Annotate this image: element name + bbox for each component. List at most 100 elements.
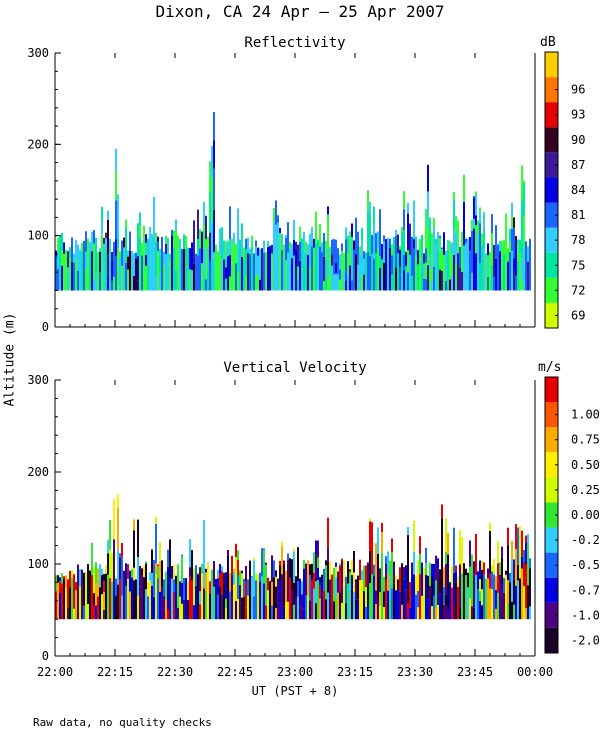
echo-cell <box>517 564 519 581</box>
echo-cell <box>127 269 129 291</box>
echo-cell <box>373 564 375 576</box>
echo-cell <box>207 595 209 620</box>
echo-cell <box>111 280 113 291</box>
echo-cell <box>271 244 273 254</box>
echo-cell <box>173 579 175 592</box>
echo-cell <box>197 209 199 239</box>
echo-cell <box>397 579 399 587</box>
echo-cell <box>71 570 73 578</box>
echo-cell <box>229 239 231 255</box>
echo-cell <box>481 245 483 291</box>
echo-cell <box>513 559 515 580</box>
echo-cell <box>387 240 389 267</box>
echo-cell <box>61 265 63 291</box>
echo-cell <box>357 575 359 600</box>
echo-cell <box>375 549 377 591</box>
echo-cell <box>297 266 299 279</box>
echo-cell <box>151 548 153 550</box>
echo-cell <box>95 273 97 291</box>
echo-cell <box>159 273 161 291</box>
echo-cell <box>241 223 243 239</box>
echo-cell <box>103 581 105 592</box>
echo-cell <box>445 606 447 620</box>
echo-cell <box>155 523 157 564</box>
echo-cell <box>125 262 127 291</box>
echo-cell <box>273 277 275 291</box>
echo-cell <box>399 267 401 291</box>
echo-cell <box>77 564 79 587</box>
colorbar-swatch <box>545 402 558 428</box>
echo-cell <box>175 219 177 230</box>
echo-cell <box>405 589 407 620</box>
echo-cell <box>285 237 287 261</box>
echo-cell <box>197 574 199 620</box>
colorbar-tick-label: 75 <box>571 258 585 272</box>
echo-cell <box>91 542 93 575</box>
echo-cell <box>225 572 227 599</box>
echo-cell <box>505 574 507 620</box>
echo-cell <box>381 552 383 581</box>
echo-cell <box>151 549 153 573</box>
echo-cell <box>63 253 65 291</box>
echo-cell <box>363 274 365 291</box>
echo-cell <box>509 278 511 291</box>
echo-cell <box>345 280 347 291</box>
echo-cell <box>463 264 465 291</box>
echo-cell <box>477 571 479 589</box>
echo-cell <box>449 582 451 620</box>
echo-cell <box>427 227 429 266</box>
echo-cell <box>101 271 103 291</box>
echo-cell <box>199 229 201 249</box>
echo-cell <box>323 256 325 282</box>
echo-cell <box>229 591 231 620</box>
echo-cell <box>239 570 241 586</box>
echo-cell <box>103 574 105 581</box>
echo-cell <box>333 274 335 291</box>
echo-cell <box>353 551 355 573</box>
echo-cell <box>451 566 453 588</box>
echo-cell <box>75 582 77 591</box>
echo-cell <box>331 587 333 620</box>
echo-cell <box>295 249 297 273</box>
echo-cell <box>187 247 189 267</box>
echo-cell <box>57 269 59 291</box>
echo-cell <box>93 567 95 594</box>
echo-cell <box>291 559 293 591</box>
echo-cell <box>61 250 63 266</box>
echo-cell <box>439 237 441 270</box>
echo-cell <box>515 236 517 239</box>
echo-cell <box>443 254 445 291</box>
echo-cell <box>507 527 509 528</box>
echo-cell <box>295 597 297 620</box>
echo-cell <box>59 581 61 593</box>
echo-cell <box>405 266 407 291</box>
echo-cell <box>315 256 317 291</box>
echo-cell <box>437 582 439 605</box>
echo-cell <box>225 598 227 608</box>
echo-cell <box>267 241 269 248</box>
echo-cell <box>181 248 183 291</box>
echo-cell <box>273 222 275 246</box>
echo-cell <box>283 594 285 607</box>
echo-cell <box>231 239 233 263</box>
echo-cell <box>133 519 135 531</box>
echo-cell <box>429 255 431 270</box>
echo-cell <box>293 551 295 583</box>
echo-cell <box>497 244 499 264</box>
echo-cell <box>169 539 171 578</box>
echo-cell <box>489 573 491 589</box>
echo-cell <box>125 227 127 263</box>
echo-cell <box>191 580 193 620</box>
colorbar-swatch <box>545 527 558 553</box>
echo-cell <box>317 540 319 558</box>
echo-cell <box>279 580 281 620</box>
echo-cell <box>387 574 389 591</box>
echo-cell <box>377 599 379 620</box>
echo-cell <box>529 238 531 256</box>
echo-cell <box>131 250 133 257</box>
echo-cell <box>401 604 403 620</box>
echo-cell <box>271 253 273 291</box>
echo-cell <box>339 269 341 280</box>
echo-cell <box>491 571 493 590</box>
echo-cell <box>241 597 243 620</box>
